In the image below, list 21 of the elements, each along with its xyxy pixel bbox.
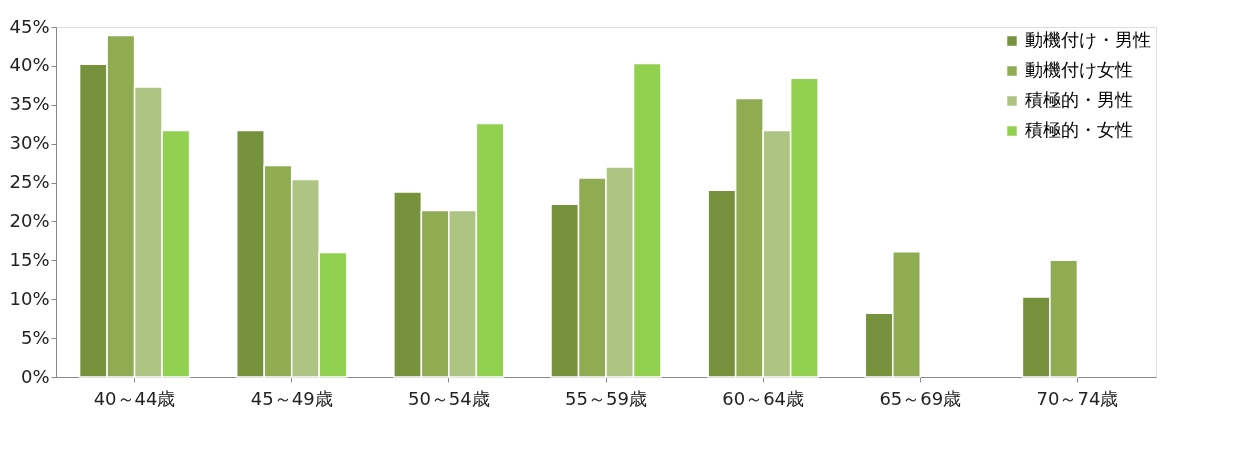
- y-tick-label: 5%: [20, 326, 50, 348]
- legend-label: 積極的・男性: [1025, 89, 1133, 110]
- y-tick-label: 0%: [20, 365, 50, 387]
- legend-label: 積極的・女性: [1025, 119, 1133, 140]
- legend-label: 動機付け・男性: [1025, 29, 1151, 50]
- legend-label: 動機付け女性: [1025, 59, 1133, 80]
- y-tick-label: 10%: [9, 287, 50, 309]
- y-tick-label: 40%: [9, 54, 50, 76]
- x-tick-label: 45～49歳: [250, 387, 333, 409]
- y-tick-label: 45%: [9, 15, 50, 37]
- x-tick-label: 55～59歳: [565, 387, 647, 409]
- x-tick-label: 40～44歳: [93, 387, 176, 409]
- x-tick-label: 65～69歳: [879, 387, 962, 409]
- y-tick-label: 35%: [9, 93, 50, 115]
- x-tick-label: 60～64歳: [722, 387, 805, 409]
- x-tick-label: 50～54歳: [407, 387, 490, 409]
- y-tick-label: 30%: [9, 132, 50, 154]
- y-tick-label: 15%: [9, 248, 50, 270]
- y-tick-label: 25%: [9, 171, 50, 193]
- y-tick-label: 20%: [9, 209, 50, 231]
- x-tick-label: 70～74歳: [1036, 387, 1119, 409]
